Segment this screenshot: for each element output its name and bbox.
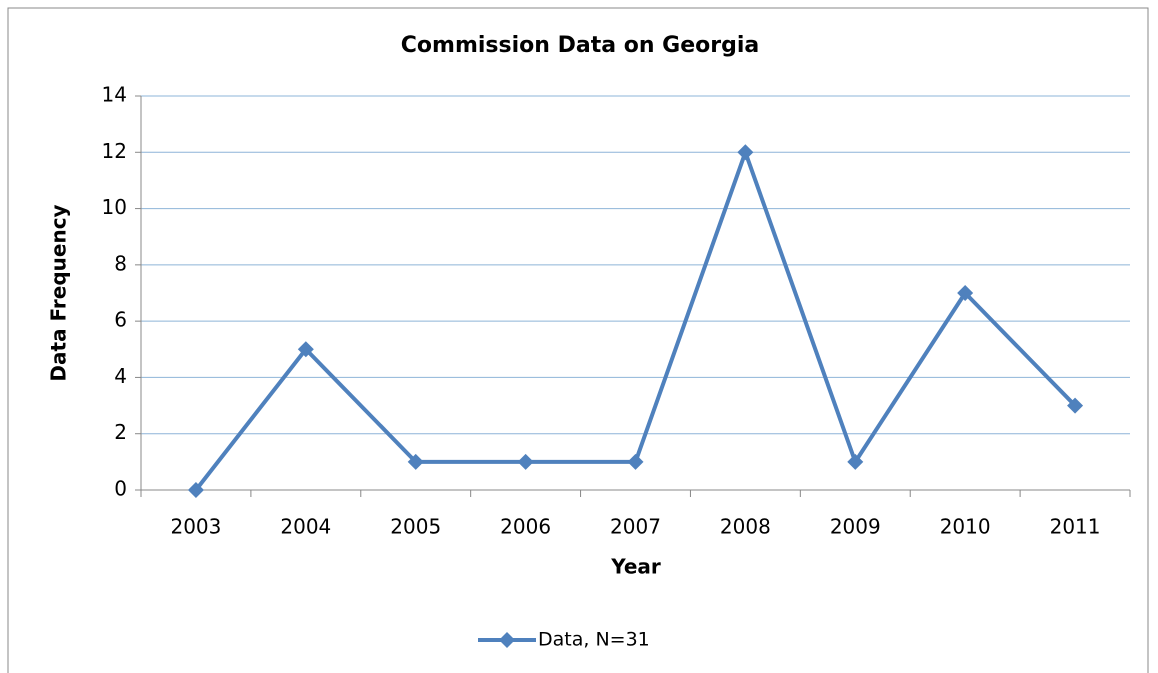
- y-tick-label: 4: [114, 364, 127, 388]
- y-tick-label: 0: [114, 477, 127, 501]
- x-tick-label: 2003: [170, 515, 221, 539]
- marker: [737, 144, 754, 161]
- marker: [407, 453, 424, 470]
- x-tick-label: 2007: [610, 515, 661, 539]
- marker: [297, 341, 314, 358]
- chart-border: [7, 7, 1149, 673]
- marker: [1067, 397, 1084, 414]
- x-tick-label: 2010: [940, 515, 991, 539]
- x-tick-label: 2005: [390, 515, 441, 539]
- y-tick-label: 8: [114, 251, 127, 275]
- chart-title: Commission Data on Georgia: [401, 33, 759, 58]
- marker: [847, 453, 864, 470]
- legend-marker: [499, 632, 515, 648]
- y-tick-label: 10: [102, 195, 127, 219]
- y-axis-title: Data Frequency: [47, 204, 71, 381]
- y-tick-label: 14: [102, 83, 127, 107]
- x-tick-label: 2008: [720, 515, 771, 539]
- legend-label: Data, N=31: [538, 629, 650, 651]
- y-tick-label: 6: [114, 308, 127, 332]
- y-tick-label: 12: [102, 139, 127, 163]
- marker: [517, 453, 534, 470]
- x-tick-label: 2009: [830, 515, 881, 539]
- y-tick-label: 2: [114, 420, 127, 444]
- x-tick-label: 2011: [1050, 515, 1101, 539]
- x-tick-label: 2006: [500, 515, 551, 539]
- marker: [627, 453, 644, 470]
- marker: [187, 482, 204, 498]
- x-axis-title: Year: [610, 555, 661, 579]
- x-tick-label: 2004: [280, 515, 331, 539]
- marker: [957, 285, 974, 301]
